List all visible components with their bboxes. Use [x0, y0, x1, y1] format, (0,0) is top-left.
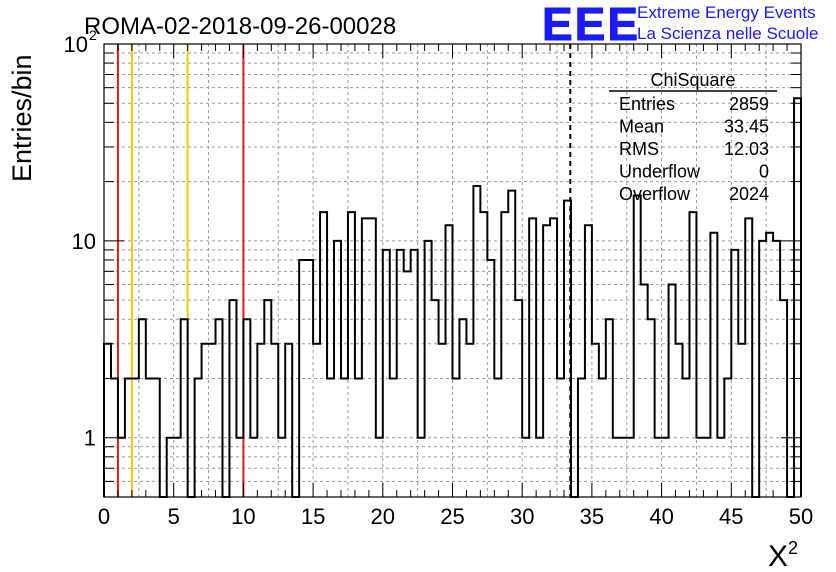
stats-row-value: 33.45 — [724, 117, 769, 137]
y-tick-label: 10 — [64, 32, 88, 57]
x-axis-label-superscript: 2 — [788, 538, 798, 558]
stats-box: ChiSquare Entries 2859 Mean 33.45 RMS 12.03 Un… — [609, 70, 777, 204]
y-tick-label: 1 — [84, 426, 96, 451]
x-tick-label: 30 — [510, 504, 534, 529]
logo-line-1: Extreme Energy Events — [637, 3, 816, 22]
stats-rows: Entries 2859 Mean 33.45 RMS 12.03 Underflow 0 Ov… — [619, 94, 769, 204]
x-tick-label: 40 — [649, 504, 673, 529]
x-axis-label: X2 — [768, 538, 798, 572]
x-tick-label: 35 — [580, 504, 604, 529]
stats-title: ChiSquare — [650, 70, 735, 90]
x-tick-label: 50 — [789, 504, 813, 529]
y-tick-label-exponent: 2 — [89, 27, 97, 43]
stats-row-label: Entries — [619, 94, 675, 114]
eee-logo: EEE — [542, 0, 640, 50]
x-tick-label: 20 — [371, 504, 395, 529]
stats-row-label: Mean — [619, 117, 664, 137]
stats-row-label: Underflow — [619, 162, 701, 182]
x-tick-label: 45 — [719, 504, 743, 529]
y-tick-label: 10 — [72, 229, 96, 254]
stats-row-label: Overflow — [619, 184, 691, 204]
x-tick-label: 0 — [98, 504, 110, 529]
stats-row-value: 0 — [759, 162, 769, 182]
run-title: ROMA-02-2018-09-26-00028 — [84, 13, 396, 40]
y-axis-label: Entries/bin — [7, 54, 37, 182]
stats-row-label: RMS — [619, 139, 659, 159]
x-tick-label: 25 — [440, 504, 464, 529]
stats-row-value: 12.03 — [724, 139, 769, 159]
x-tick-label: 15 — [301, 504, 325, 529]
stats-row-value: 2024 — [729, 184, 769, 204]
x-tick-label: 5 — [168, 504, 180, 529]
stats-row-value: 2859 — [729, 94, 769, 114]
logo-line-2: La Scienza nelle Scuole — [637, 24, 818, 43]
x-tick-label: 10 — [231, 504, 255, 529]
